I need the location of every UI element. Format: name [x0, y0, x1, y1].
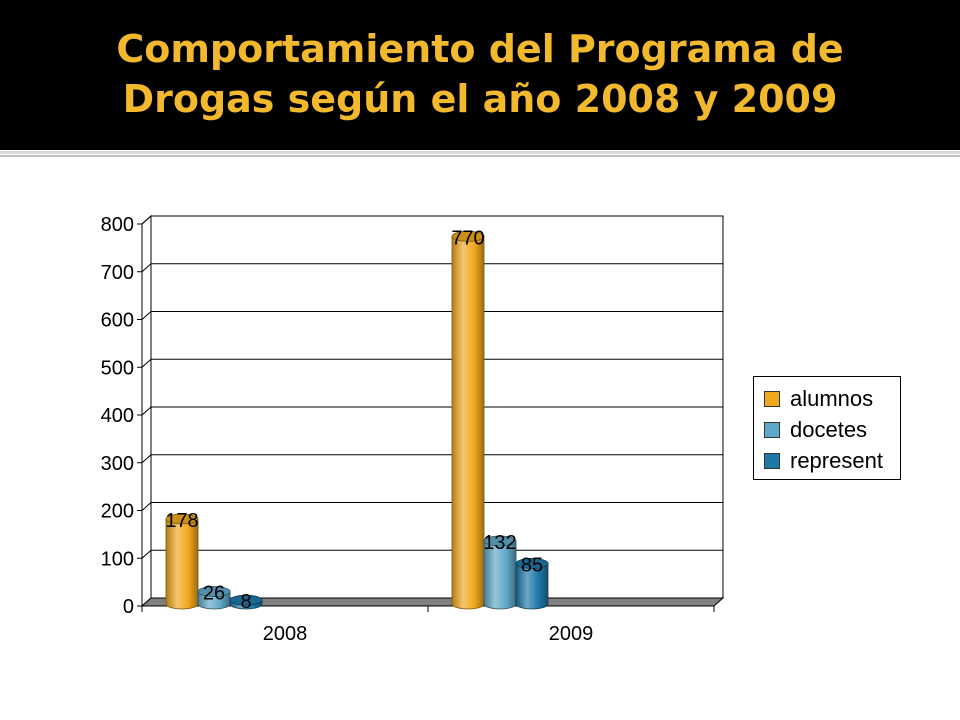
- bar-top-docetes-2009: [483, 535, 517, 547]
- y-tick-label: 500: [101, 357, 134, 379]
- y-tick-label: 0: [123, 596, 134, 618]
- slide-title: Comportamiento del Programa de Drogas se…: [0, 24, 960, 124]
- title-line-1: Comportamiento del Programa de: [116, 27, 844, 71]
- legend-swatch-represent: [764, 452, 780, 469]
- y-tick-label: 800: [101, 214, 134, 236]
- bar-top-docetes-2008: [197, 586, 231, 597]
- gridline-side: [141, 215, 152, 225]
- data-label-alumnos-2009: 770: [451, 227, 484, 249]
- data-label-represent-2009: 85: [521, 554, 543, 576]
- title-bar: [0, 0, 960, 150]
- bar-top-represent-2008: [229, 594, 263, 606]
- bar-chart: 0 100 200 300 400 500 600 700 800 2008 2009 178 26 8 7…: [101, 214, 725, 645]
- x-tick-label: 2008: [263, 623, 308, 645]
- gridline-side: [141, 358, 152, 368]
- y-tick-label: 300: [101, 453, 134, 475]
- y-tick-label: 100: [101, 548, 134, 570]
- legend-item-alumnos: alumnos: [764, 383, 900, 414]
- x-tick-label: 2009: [549, 623, 594, 645]
- gridline-side: [141, 406, 152, 416]
- legend-item-docetes: docetes: [764, 414, 900, 445]
- data-label-represent-2008: 8: [240, 591, 251, 613]
- chart-legend: alumnos docetes represent: [753, 376, 901, 480]
- divider-line: [0, 151, 960, 154]
- divider-line-secondary: [0, 155, 960, 157]
- bar-alumnos-2009: [451, 235, 485, 610]
- data-label-docetes-2008: 26: [203, 583, 225, 605]
- bar-top-alumnos-2009: [451, 230, 485, 242]
- data-label-docetes-2009: 132: [483, 532, 516, 554]
- title-line-2: Drogas según el año 2008 y 2009: [122, 77, 838, 121]
- gridline-side: [141, 311, 152, 320]
- bar-represent-2009: [515, 563, 549, 610]
- y-tick-label: 700: [101, 262, 134, 284]
- legend-swatch-docetes: [764, 421, 780, 438]
- legend-label-docetes: docetes: [790, 416, 868, 442]
- y-tick-label: 200: [101, 501, 134, 523]
- bar-top-represent-2009: [515, 558, 549, 569]
- legend-item-represent: represent: [764, 445, 900, 476]
- legend-label-represent: represent: [790, 447, 883, 473]
- data-label-alumnos-2008: 178: [165, 510, 198, 532]
- y-tick-label: 400: [101, 405, 134, 427]
- bar-top-alumnos-2008: [165, 513, 199, 525]
- legend-label-alumnos: alumnos: [790, 385, 874, 411]
- gridline-side: [141, 454, 152, 464]
- y-tick-label: 600: [101, 310, 134, 332]
- gridline-side: [141, 502, 152, 511]
- gridline-side: [141, 263, 152, 273]
- legend-swatch-alumnos: [764, 390, 780, 407]
- bar-alumnos-2008: [165, 518, 199, 610]
- gridline-side: [141, 549, 152, 559]
